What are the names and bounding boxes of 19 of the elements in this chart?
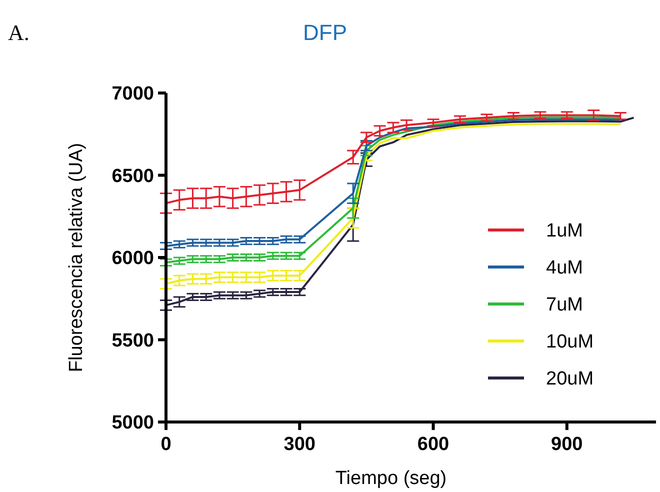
y-tick-label: 5500 <box>112 330 154 352</box>
y-axis-title: Fluorescencia relativa (UA) <box>66 142 87 372</box>
legend-label: 7uM <box>546 294 583 316</box>
x-tick-label: 600 <box>417 434 450 455</box>
chart-title: DFP <box>303 20 347 45</box>
text: A. <box>8 20 30 45</box>
legend-label: 4uM <box>546 258 583 279</box>
y-tick-label: 5000 <box>112 412 154 434</box>
x-tick-label: 0 <box>160 434 172 455</box>
y-tick-label: 7000 <box>112 84 154 105</box>
x-tick-label: 900 <box>551 434 583 455</box>
legend-label: 20uM <box>546 368 594 390</box>
x-axis-title: Tiempo (seg) <box>335 468 447 489</box>
y-tick-label: 6000 <box>112 248 154 270</box>
y-tick-label: 6500 <box>112 166 154 187</box>
line-series <box>165 122 622 285</box>
x-tick-label: 300 <box>284 434 316 455</box>
legend-label: 10uM <box>546 332 594 353</box>
legend-label: 1uM <box>546 220 583 242</box>
